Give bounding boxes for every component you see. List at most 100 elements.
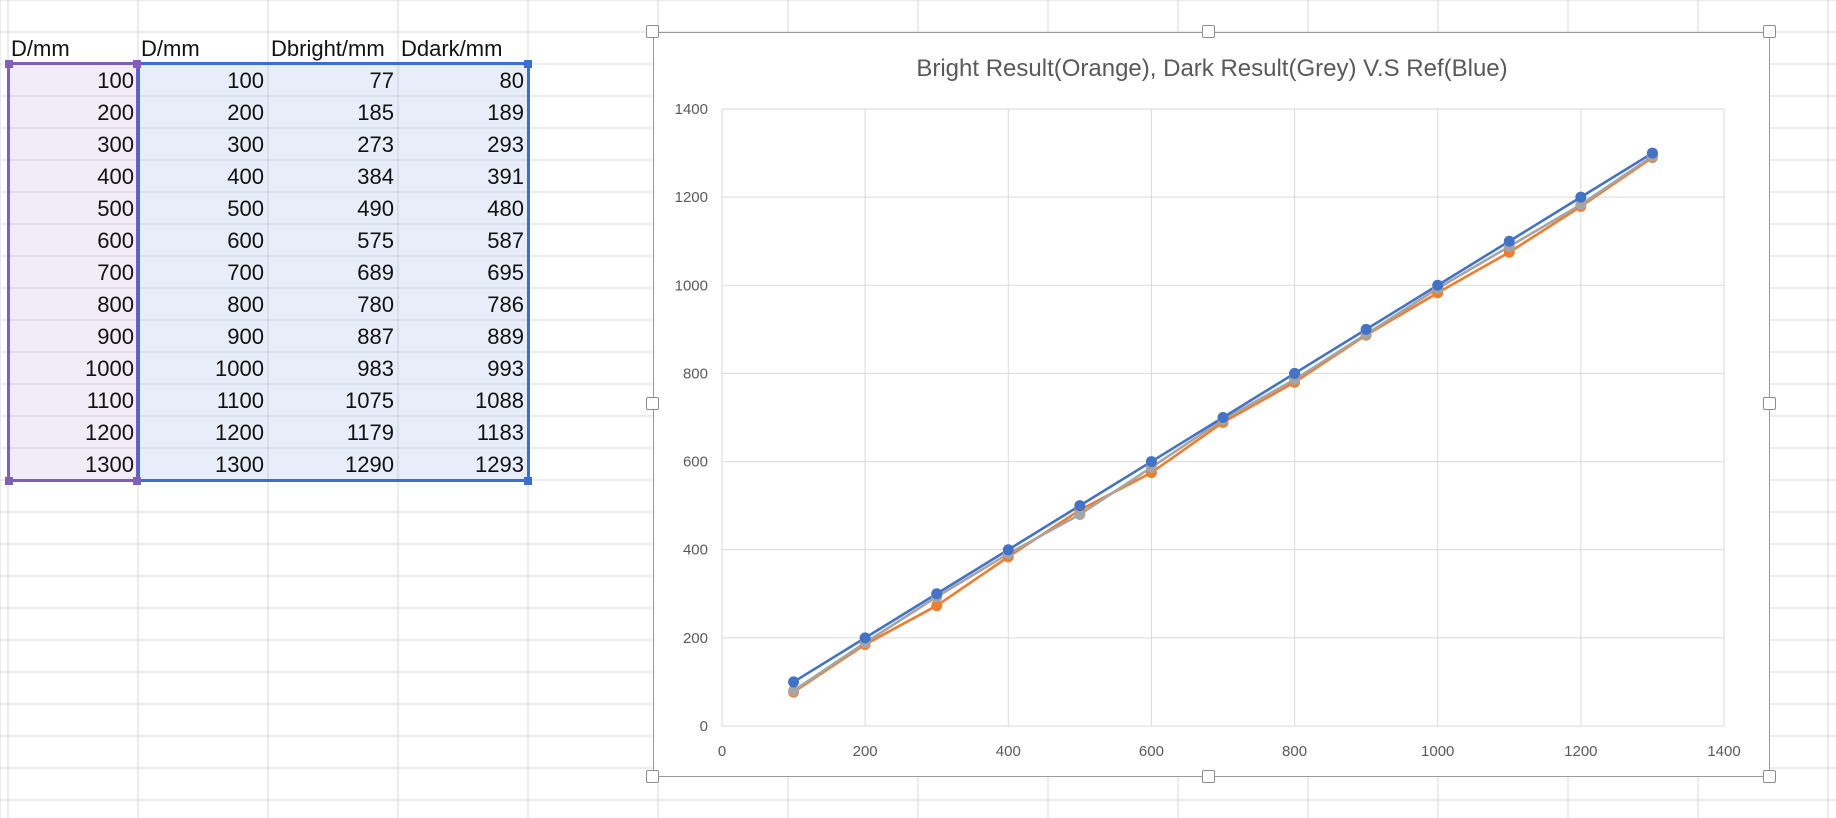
data-cell[interactable]: 1200 — [85, 420, 134, 445]
column-header-cell[interactable]: Dbright/mm — [271, 36, 385, 61]
selection-handle-purple[interactable] — [5, 477, 13, 485]
y-tick-label: 800 — [683, 365, 708, 382]
data-cell[interactable]: 695 — [487, 260, 524, 285]
data-cell[interactable]: 1000 — [85, 356, 134, 381]
data-cell[interactable]: 400 — [97, 164, 134, 189]
y-tick-label: 600 — [683, 454, 708, 471]
resize-handle-bottom[interactable] — [1202, 770, 1215, 783]
x-tick-label: 400 — [996, 743, 1021, 760]
resize-handle-top-left[interactable] — [646, 25, 659, 38]
data-cell[interactable]: 600 — [97, 228, 134, 253]
selection-handle-purple[interactable] — [5, 60, 13, 68]
data-point — [931, 600, 943, 612]
data-cell[interactable]: 273 — [357, 132, 394, 157]
data-cell[interactable]: 1293 — [475, 452, 524, 477]
y-tick-label: 1000 — [675, 277, 708, 294]
data-cell[interactable]: 600 — [227, 228, 264, 253]
data-cell[interactable]: 700 — [97, 260, 134, 285]
column-header-cell[interactable]: D/mm — [141, 36, 200, 61]
x-tick-label: 200 — [853, 743, 878, 760]
data-cell[interactable]: 1179 — [346, 420, 394, 445]
data-cell[interactable]: 689 — [357, 260, 394, 285]
x-tick-label: 1200 — [1564, 743, 1597, 760]
x-tick-label: 0 — [718, 743, 726, 760]
data-cell[interactable]: 189 — [487, 100, 524, 125]
data-cell[interactable]: 1100 — [216, 388, 264, 413]
data-cell[interactable]: 384 — [357, 164, 394, 189]
data-point — [1360, 323, 1372, 335]
data-cell[interactable]: 480 — [487, 196, 524, 221]
data-cell[interactable]: 900 — [97, 324, 134, 349]
data-point — [859, 632, 871, 644]
data-cell[interactable]: 185 — [357, 100, 394, 125]
data-point — [1289, 367, 1301, 379]
selection-border-blue[interactable] — [137, 62, 530, 482]
selection-handle-purple[interactable] — [133, 477, 141, 485]
data-cell[interactable]: 77 — [369, 68, 394, 93]
data-cell[interactable]: 391 — [487, 164, 524, 189]
data-cell[interactable]: 786 — [487, 292, 524, 317]
line-chart: Bright Result(Orange), Dark Result(Grey)… — [675, 55, 1741, 760]
cell-area[interactable]: D/mm 100 200 300 400 500 600 700 800 900 1000 1100 1… — [0, 0, 560, 500]
resize-handle-bottom-left[interactable] — [646, 770, 659, 783]
y-tick-label: 400 — [683, 542, 708, 559]
selection-handle-purple[interactable] — [133, 60, 141, 68]
data-cell[interactable]: 1290 — [345, 452, 394, 477]
data-cell[interactable]: 1300 — [85, 452, 134, 477]
data-cell[interactable]: 1075 — [345, 388, 394, 413]
data-cell[interactable]: 500 — [227, 196, 264, 221]
data-point — [1145, 456, 1157, 468]
data-point — [788, 676, 800, 688]
data-cell[interactable]: 400 — [227, 164, 264, 189]
x-tick-label: 1000 — [1421, 743, 1454, 760]
column-header-cell[interactable]: D/mm — [11, 36, 70, 61]
chart-container[interactable]: Bright Result(Orange), Dark Result(Grey)… — [653, 32, 1770, 777]
data-cell[interactable]: 300 — [227, 132, 264, 157]
data-cell[interactable]: 780 — [357, 292, 394, 317]
data-cell[interactable]: 1000 — [215, 356, 264, 381]
column-header-cell[interactable]: Ddark/mm — [401, 36, 503, 61]
resize-handle-bottom-right[interactable] — [1763, 770, 1776, 783]
data-point — [1646, 147, 1658, 159]
data-cell[interactable]: 1088 — [475, 388, 524, 413]
data-cell[interactable]: 993 — [487, 356, 524, 381]
data-cell[interactable]: 900 — [227, 324, 264, 349]
data-cell[interactable]: 800 — [227, 292, 264, 317]
data-cell[interactable]: 575 — [357, 228, 394, 253]
data-cell[interactable]: 889 — [487, 324, 524, 349]
resize-handle-top-right[interactable] — [1763, 25, 1776, 38]
x-tick-label: 800 — [1282, 743, 1307, 760]
resize-handle-left[interactable] — [646, 397, 659, 410]
selection-border-purple[interactable] — [7, 62, 139, 482]
data-cell[interactable]: 300 — [97, 132, 134, 157]
data-cell[interactable]: 887 — [357, 324, 394, 349]
data-point — [1432, 279, 1444, 291]
data-cell[interactable]: 1300 — [215, 452, 264, 477]
data-cell[interactable]: 293 — [487, 132, 524, 157]
data-cell[interactable]: 587 — [487, 228, 524, 253]
data-cell[interactable]: 700 — [227, 260, 264, 285]
data-cell[interactable]: 80 — [499, 68, 524, 93]
data-cell[interactable]: 100 — [227, 68, 264, 93]
data-point — [1575, 191, 1587, 203]
selection-fill-purple — [7, 64, 137, 480]
data-cell[interactable]: 983 — [357, 356, 394, 381]
selection-handle-blue[interactable] — [524, 477, 532, 485]
data-cell[interactable]: 1100 — [86, 388, 134, 413]
data-cell[interactable]: 200 — [97, 100, 134, 125]
data-cell[interactable]: 200 — [227, 100, 264, 125]
x-tick-label: 1400 — [1707, 743, 1740, 760]
data-cell[interactable]: 1183 — [476, 420, 524, 445]
selection-handle-blue[interactable] — [524, 60, 532, 68]
data-cell[interactable]: 800 — [97, 292, 134, 317]
y-tick-label: 0 — [700, 718, 708, 735]
resize-handle-top[interactable] — [1202, 25, 1215, 38]
x-tick-label: 600 — [1139, 743, 1164, 760]
data-point — [931, 588, 943, 600]
data-point — [1503, 235, 1515, 247]
data-cell[interactable]: 500 — [97, 196, 134, 221]
data-cell[interactable]: 490 — [357, 196, 394, 221]
data-cell[interactable]: 1200 — [215, 420, 264, 445]
resize-handle-right[interactable] — [1763, 397, 1776, 410]
data-cell[interactable]: 100 — [97, 68, 134, 93]
